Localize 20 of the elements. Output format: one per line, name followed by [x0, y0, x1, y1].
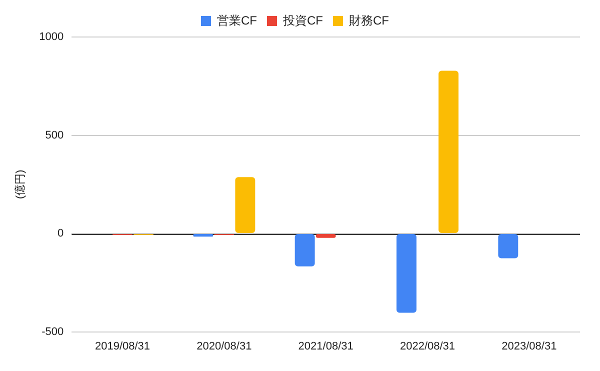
bar [193, 234, 214, 237]
bar [438, 70, 458, 234]
legend-label: 営業CF [217, 13, 258, 28]
y-tick-label: 1000 [39, 31, 64, 44]
bar [235, 177, 256, 234]
legend-label: 投資CF [282, 13, 323, 28]
x-tick-label: 2023/08/31 [502, 340, 557, 352]
x-tick-label: 2021/08/31 [298, 340, 354, 352]
x-tick-label: 2020/08/31 [196, 340, 252, 352]
y-tick-label: 0 [58, 228, 64, 240]
y-axis-title: (億円) [14, 170, 27, 200]
bar [294, 234, 315, 266]
bar [316, 234, 336, 238]
x-tick-label: 2019/08/31 [94, 340, 150, 352]
legend-label: 財務CF [349, 13, 389, 28]
bar [396, 234, 416, 313]
bar [498, 234, 518, 258]
y-tick-label: -500 [42, 326, 64, 338]
y-tick-label: 500 [45, 129, 64, 142]
x-tick-label: 2022/08/31 [400, 340, 456, 352]
